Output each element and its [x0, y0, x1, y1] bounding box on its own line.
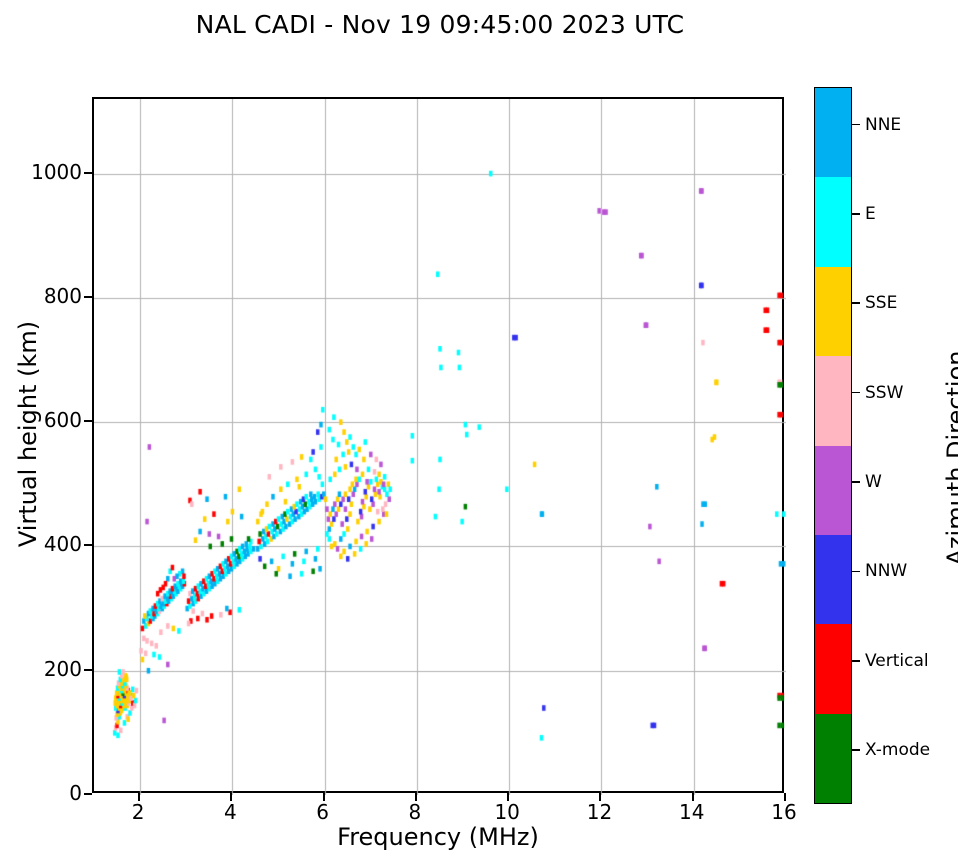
colorbar-tick-mark: [852, 391, 860, 394]
colorbar-tick-label: SSW: [865, 382, 904, 403]
colorbar-tick-mark: [852, 570, 860, 573]
colorbar-tick-mark: [852, 123, 860, 126]
y-tick-label: 400: [43, 532, 82, 557]
colorbar-segment-x-mode: [815, 713, 851, 803]
y-tick-mark: [84, 420, 92, 423]
x-tick-label: 16: [771, 800, 797, 824]
y-tick-label: 0: [69, 781, 82, 805]
y-tick-label: 800: [43, 283, 82, 308]
y-tick-mark: [84, 544, 92, 547]
plot-area: [92, 97, 786, 795]
x-tick-label: 10: [494, 800, 520, 824]
x-tick-mark: [138, 793, 141, 801]
y-tick-mark: [84, 295, 92, 298]
x-tick-mark: [599, 793, 602, 801]
colorbar-tick-label: E: [865, 203, 876, 224]
x-tick-mark: [691, 793, 694, 801]
y-tick-label: 200: [43, 656, 82, 681]
colorbar-tick-labels: NNE E SSE SSW W NNW Vertical X-mode: [852, 87, 958, 802]
y-axis-label: Virtual height (km): [14, 320, 42, 548]
colorbar-tick-label: NNW: [865, 561, 908, 582]
x-tick-label: 2: [131, 800, 145, 824]
x-tick-mark: [784, 793, 786, 801]
ionogram-data-points: [94, 99, 786, 795]
y-tick-label: 1000: [31, 159, 82, 184]
y-tick-mark: [84, 171, 92, 174]
colorbar-tick-mark: [852, 659, 860, 662]
x-tick-label: 4: [224, 800, 237, 824]
colorbar-tick-label: SSE: [865, 293, 898, 314]
colorbar-axis-label: Azimuth Direction: [942, 350, 958, 566]
colorbar-tick-label: X-mode: [865, 740, 931, 761]
x-axis-tick-labels: 2 4 6 8 10 12 14 16: [0, 800, 958, 830]
azimuth-colorbar: [814, 87, 852, 804]
x-axis-label: Frequency (MHz): [337, 823, 539, 851]
colorbar-tick-label: Vertical: [865, 650, 929, 671]
x-tick-label: 12: [586, 800, 613, 824]
colorbar-segment-sse: [815, 266, 851, 357]
y-tick-mark: [84, 793, 92, 795]
page-title: NAL CADI - Nov 19 09:45:00 2023 UTC: [195, 10, 685, 39]
colorbar-segment-e: [815, 177, 851, 267]
colorbar-tick-label: NNE: [865, 114, 902, 135]
x-tick-mark: [322, 793, 325, 801]
colorbar-segment-vertical: [815, 624, 851, 714]
colorbar-segment-ssw: [815, 356, 851, 446]
colorbar-tick-label: W: [865, 472, 882, 493]
x-tick-label: 6: [316, 800, 330, 824]
x-tick-label: 14: [678, 800, 705, 824]
colorbar-tick-mark: [852, 213, 860, 215]
colorbar-segment-nne: [815, 88, 851, 178]
x-tick-mark: [507, 793, 510, 801]
x-tick-mark: [414, 793, 417, 801]
colorbar-tick-mark: [852, 302, 860, 305]
colorbar-segment-nnw: [815, 534, 851, 625]
y-tick-label: 600: [43, 408, 82, 433]
colorbar-tick-mark: [852, 481, 860, 483]
colorbar-segment-w: [815, 445, 851, 535]
x-tick-mark: [230, 793, 233, 801]
x-tick-label: 8: [408, 800, 422, 824]
colorbar-tick-mark: [852, 749, 860, 751]
y-tick-mark: [84, 668, 92, 671]
y-axis-tick-labels: 0 200 400 600 800 1000: [0, 0, 82, 857]
